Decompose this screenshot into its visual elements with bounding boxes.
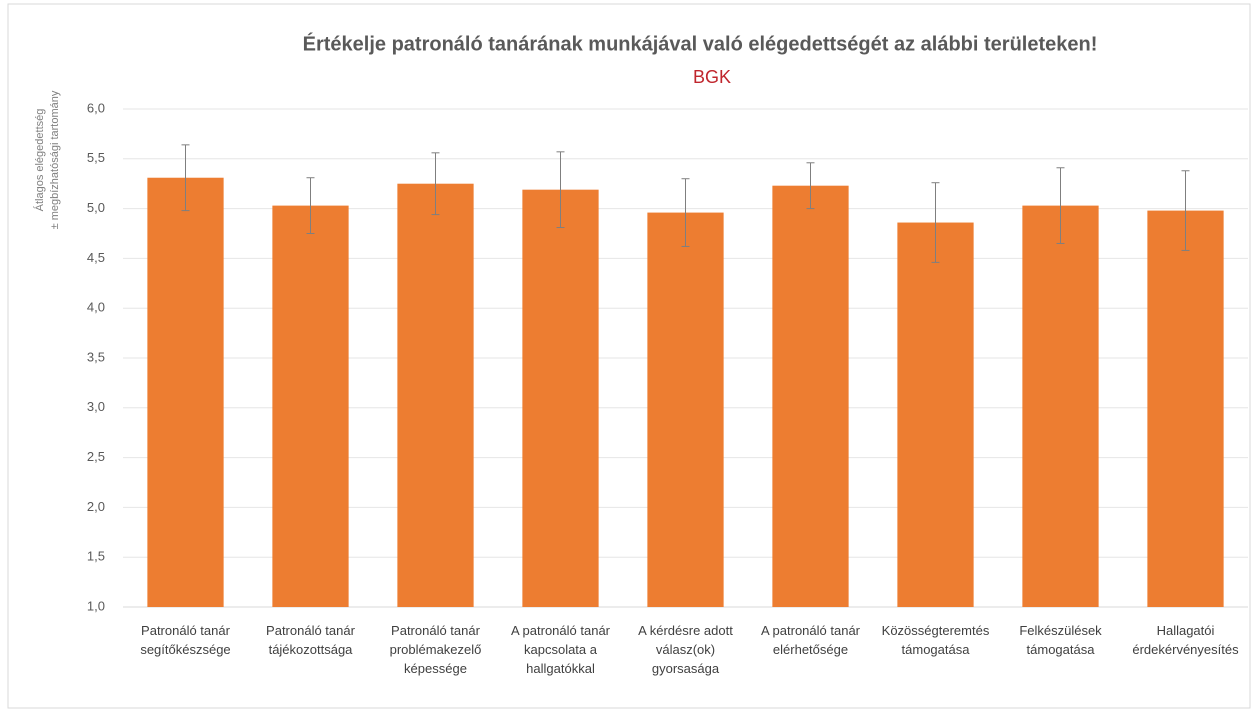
- x-tick-label: Patronáló tanár problémakezelő képessége: [389, 623, 482, 676]
- bar: [772, 185, 849, 607]
- error-bar: [306, 177, 315, 234]
- bar: [147, 177, 224, 607]
- bar: [897, 222, 974, 607]
- x-tick-label: Hallagatói érdekérvényesítés: [1132, 623, 1239, 657]
- x-tick-label: A patronáló tanár kapcsolata a hallgatók…: [510, 623, 611, 676]
- y-tick-label: 4,5: [87, 250, 105, 265]
- x-tick-label: A kérdésre adott válasz(ok) gyorsasága: [638, 623, 733, 676]
- x-tick-label: A patronáló tanár elérhetősége: [760, 623, 861, 657]
- y-tick-label: 3,5: [87, 349, 105, 364]
- y-tick-label: 1,0: [87, 598, 105, 613]
- chart-subtitle: BGK: [693, 67, 731, 87]
- x-tick-label: Felkészülések támogatása: [1019, 623, 1102, 657]
- bar: [1147, 210, 1224, 608]
- chart-border: [7, 3, 1251, 709]
- y-tick-label: 6,0: [87, 100, 105, 115]
- error-bar: [181, 144, 190, 212]
- x-tick-label: Patronáló tanár tájékozottsága: [266, 623, 355, 657]
- error-bar: [431, 152, 440, 216]
- y-tick-label: 4,0: [87, 300, 105, 315]
- error-bar: [806, 162, 815, 210]
- error-bar: [1181, 170, 1190, 251]
- error-bar: [931, 182, 940, 263]
- bar: [397, 183, 474, 607]
- y-tick-label: 3,0: [87, 399, 105, 414]
- chart-title: Értékelje patronáló tanárának munkájával…: [303, 32, 1098, 55]
- y-axis-label: ± megbízhatósági tartomány: [49, 90, 61, 229]
- y-tick-label: 1,5: [87, 549, 105, 564]
- error-bar: [1056, 167, 1065, 244]
- bar: [272, 205, 349, 607]
- bar: [1022, 205, 1099, 607]
- y-tick-label: 2,0: [87, 499, 105, 514]
- bar: [522, 189, 599, 607]
- y-tick-label: 5,0: [87, 200, 105, 215]
- bar: [647, 212, 724, 608]
- x-tick-label: Patronáló tanár segítőkészsége: [140, 623, 231, 657]
- error-bar: [681, 178, 690, 247]
- x-tick-label: Közösségteremtés támogatása: [881, 623, 990, 657]
- y-tick-label: 5,5: [87, 150, 105, 165]
- y-axis-label: Átlagos elégedettség: [33, 109, 46, 212]
- y-tick-label: 2,5: [87, 449, 105, 464]
- error-bar: [556, 151, 565, 229]
